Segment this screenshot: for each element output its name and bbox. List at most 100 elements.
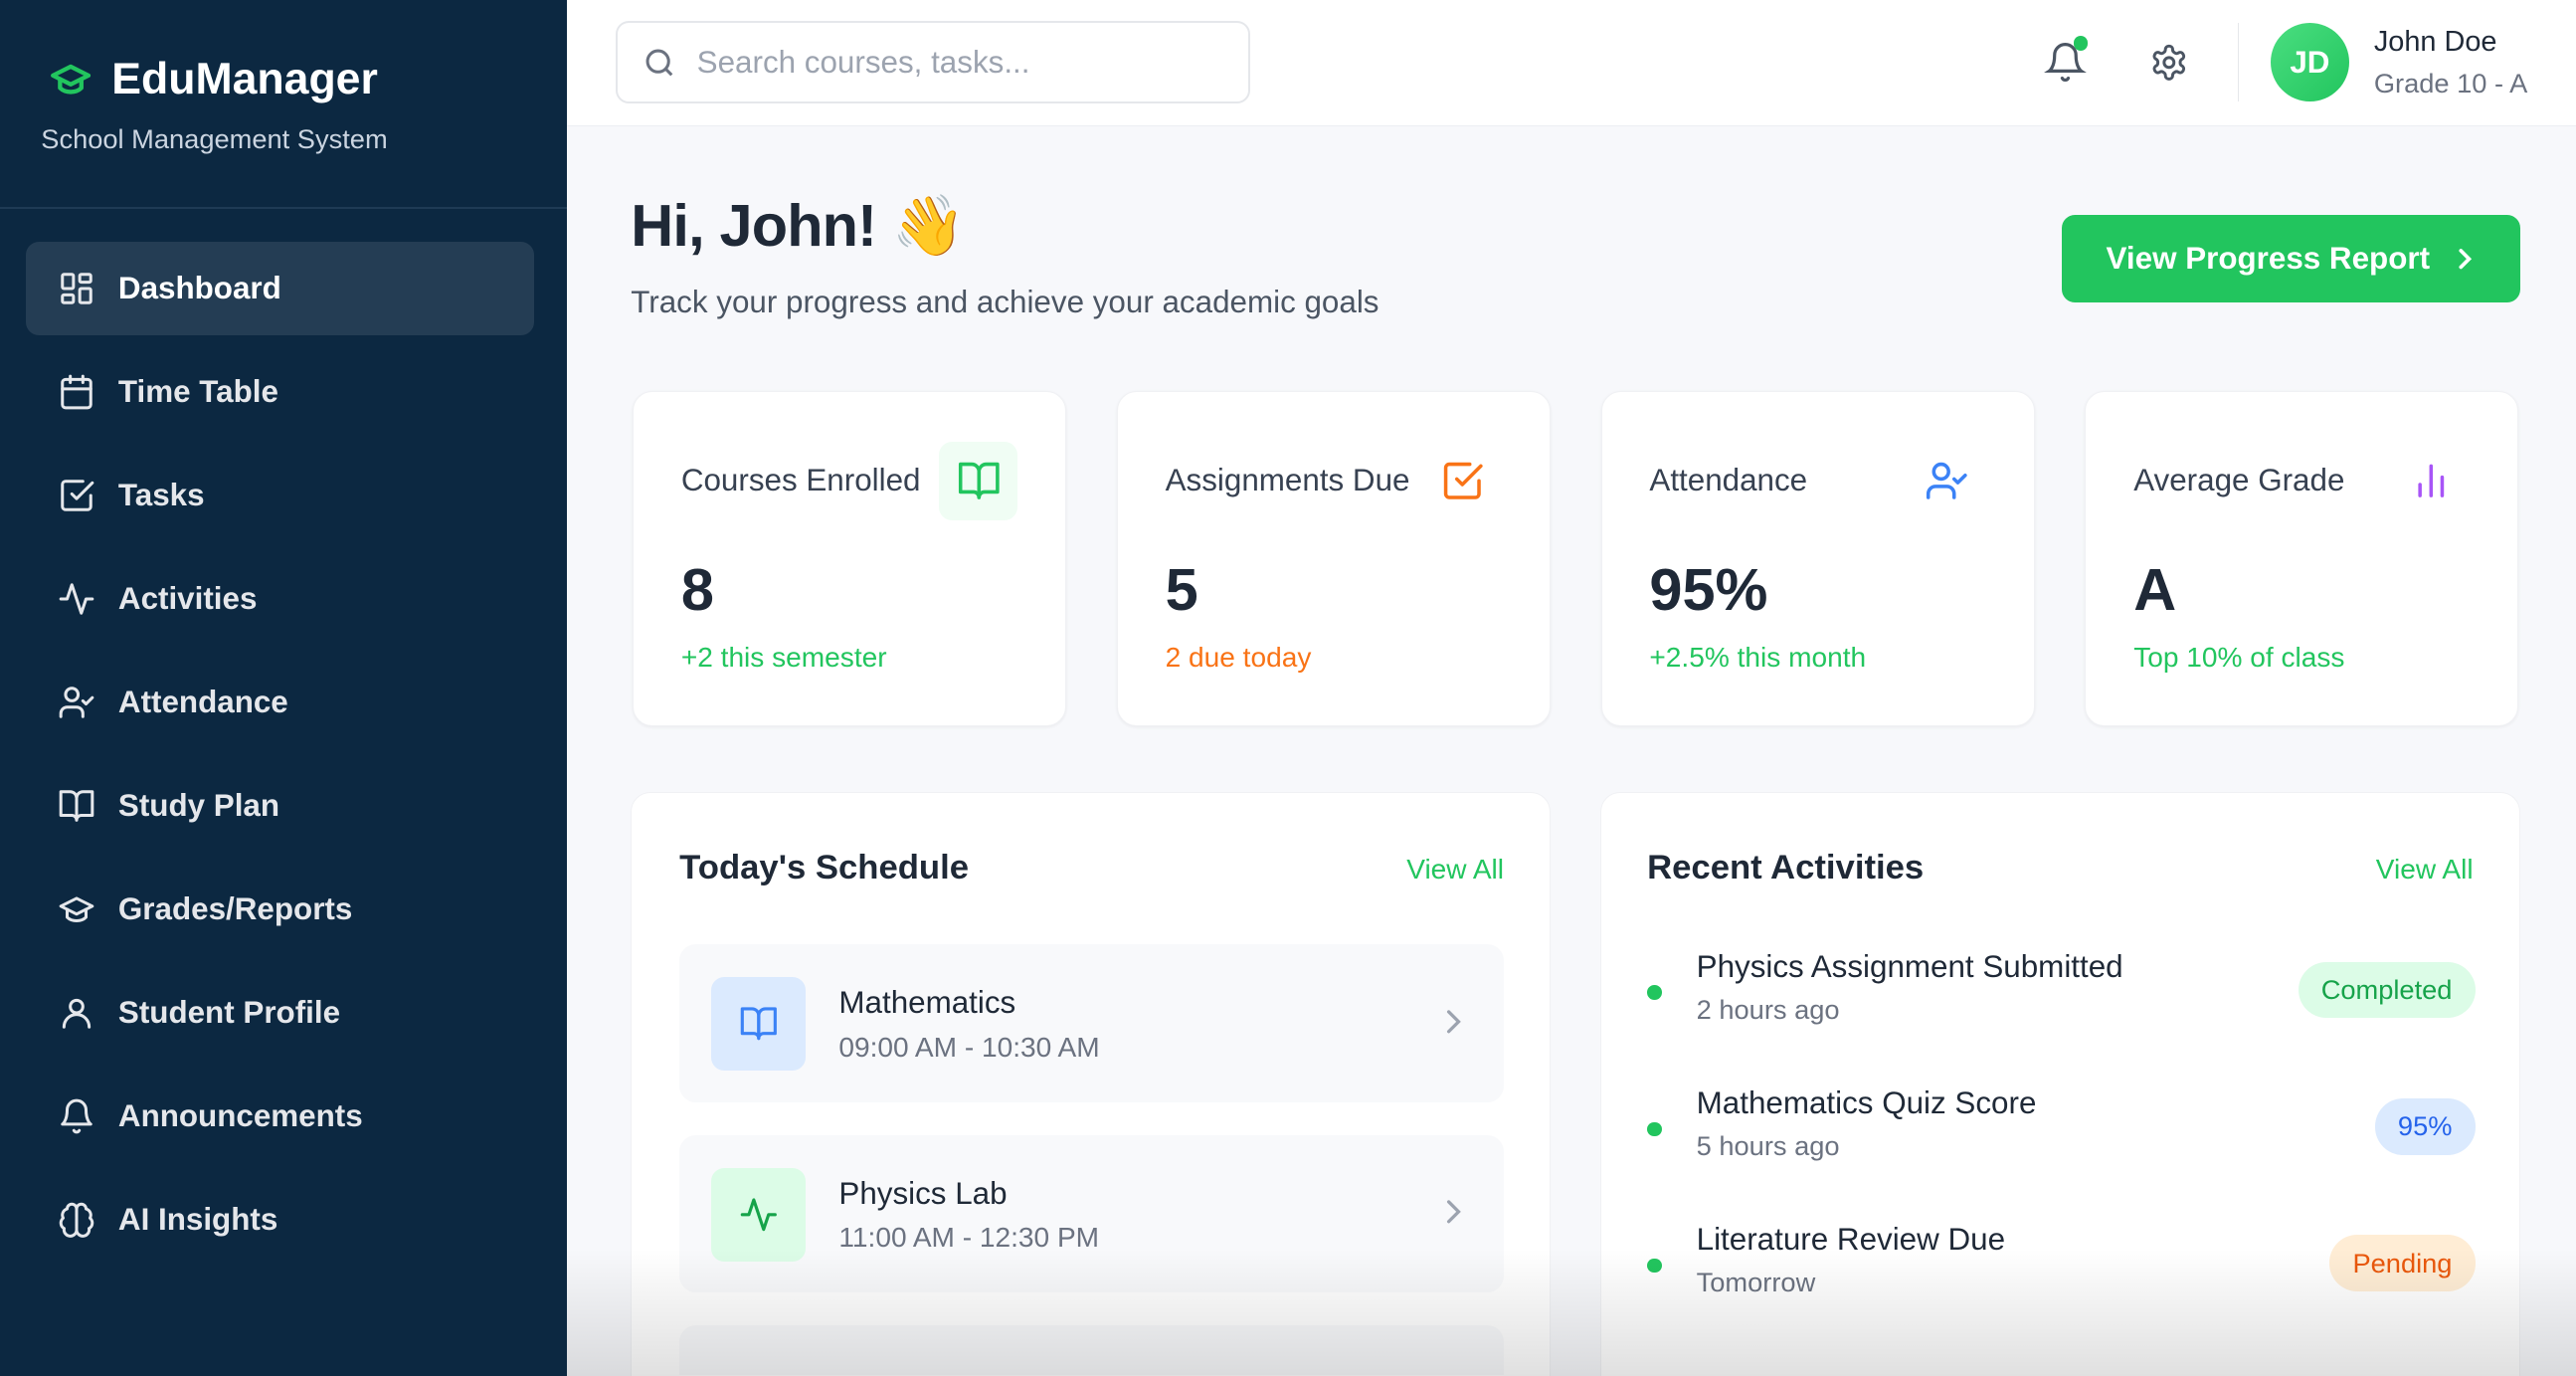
sidebar: EduManager School Management System Dash… — [0, 0, 567, 1376]
stat-icon — [939, 441, 1018, 520]
activity-item[interactable]: Physics Assignment Submitted 2 hours ago… — [1647, 949, 2476, 1048]
activity-time: 5 hours ago — [1696, 1129, 1840, 1161]
stat-card: Attendance 95% +2.5% this month — [1600, 391, 2035, 727]
recent-activities-panel: Recent Activities View All Physics Assig… — [1599, 792, 2520, 1376]
status-dot — [1647, 985, 1662, 1001]
sidebar-item-study-plan[interactable]: Study Plan — [26, 759, 533, 853]
page-subtitle: Track your progress and achieve your aca… — [631, 284, 1380, 319]
sidebar-item-label: Study Plan — [117, 788, 280, 824]
status-badge: Completed — [2298, 962, 2476, 1019]
chevron-right-icon — [1446, 1010, 1461, 1034]
chevron-right-icon — [1446, 1200, 1461, 1224]
stat-title: Average Grade — [2133, 463, 2345, 498]
check-square-icon — [61, 480, 94, 511]
sidebar-item-time-table[interactable]: Time Table — [26, 345, 533, 439]
activities-view-all-link[interactable]: View All — [2375, 854, 2474, 885]
schedule-panel: Today's Schedule View All Mathematics 09… — [631, 792, 1552, 1376]
check-square-icon — [1444, 462, 1483, 499]
book-open-icon — [59, 790, 94, 822]
sidebar-item-ai-insights[interactable]: AI Insights — [26, 1173, 533, 1267]
stat-subtext: Top 10% of class — [2133, 642, 2345, 674]
sidebar-item-student-profile[interactable]: Student Profile — [26, 966, 533, 1060]
sidebar-item-label: Attendance — [117, 685, 288, 720]
sidebar-item-label: Time Table — [117, 373, 278, 409]
schedule-view-all-link[interactable]: View All — [1406, 854, 1505, 885]
status-dot — [1647, 1121, 1662, 1137]
activity-title: Literature Review Due — [1696, 1222, 2006, 1258]
stat-value: A — [2133, 555, 2177, 623]
sidebar-item-grades-reports[interactable]: Grades/Reports — [26, 863, 533, 956]
chevron-right-icon — [2459, 249, 2473, 270]
topbar: Search courses, tasks... JD John Doe Gra… — [566, 0, 2576, 127]
sidebar-item-label: Activities — [117, 581, 258, 617]
status-badge: 95% — [2374, 1098, 2476, 1155]
cta-label: View Progress Report — [2106, 241, 2431, 277]
bar-chart-icon — [2418, 464, 2445, 497]
schedule-item-title: Physics Lab — [838, 1176, 1008, 1211]
search-icon — [645, 49, 672, 76]
schedule-item-icon — [710, 977, 807, 1072]
schedule-title: Today's Schedule — [679, 849, 970, 887]
sidebar-item-label: Dashboard — [117, 270, 281, 305]
sidebar-item-activities[interactable]: Activities — [26, 552, 533, 646]
notifications-button[interactable] — [2039, 36, 2092, 89]
schedule-item[interactable]: Physics Lab 11:00 AM - 12:30 PM — [679, 1134, 1505, 1293]
sidebar-item-tasks[interactable]: Tasks — [26, 449, 533, 542]
topbar-divider — [2237, 23, 2239, 102]
activity-time: Tomorrow — [1697, 1267, 1816, 1298]
search-placeholder: Search courses, tasks... — [696, 44, 1030, 80]
activity-item[interactable]: Mathematics Quiz Score 5 hours ago 95% — [1647, 1085, 2476, 1184]
calendar-icon — [61, 374, 92, 410]
status-dot — [1647, 1258, 1662, 1274]
sidebar-item-dashboard[interactable]: Dashboard — [26, 241, 534, 335]
schedule-item-time: 11:00 AM - 12:30 PM — [838, 1222, 1100, 1254]
stat-title: Assignments Due — [1165, 463, 1410, 498]
view-progress-report-button[interactable]: View Progress Report — [2062, 215, 2520, 302]
user-grade: Grade 10 - A — [2373, 67, 2528, 98]
stat-card: Assignments Due 5 2 due today — [1116, 391, 1551, 727]
settings-button[interactable] — [2142, 36, 2195, 89]
user-icon — [62, 999, 91, 1030]
stat-card: Courses Enrolled 8 +2 this semester — [632, 391, 1066, 727]
stat-title: Attendance — [1649, 463, 1808, 498]
bell-icon — [61, 1099, 92, 1134]
activity-title: Physics Assignment Submitted — [1696, 949, 2123, 985]
book-open-icon — [740, 1007, 777, 1041]
stat-icon — [2392, 442, 2471, 520]
stat-value: 95% — [1649, 555, 1768, 623]
gear-icon — [2152, 44, 2185, 81]
stat-value: 8 — [680, 555, 714, 623]
activity-title: Mathematics Quiz Score — [1696, 1085, 2037, 1121]
sidebar-item-label: Tasks — [117, 478, 205, 512]
stat-card: Average Grade A Top 10% of class — [2085, 391, 2519, 727]
avatar[interactable]: JD — [2270, 23, 2350, 102]
brand-name: EduManager — [111, 54, 378, 103]
sidebar-item-label: Grades/Reports — [117, 891, 353, 927]
layout-grid-icon — [61, 273, 92, 304]
activity-icon — [59, 583, 94, 615]
page-title: Hi, John! 👋 — [631, 191, 966, 259]
schedule-item-title: Mathematics — [838, 985, 1016, 1021]
user-name: John Doe — [2373, 26, 2497, 59]
sidebar-item-label: Student Profile — [117, 995, 341, 1031]
activities-title: Recent Activities — [1647, 849, 1925, 887]
brand-subtitle: School Management System — [41, 122, 388, 154]
sidebar-divider — [0, 207, 567, 209]
graduation-cap-icon — [59, 896, 94, 923]
user-check-icon — [1927, 462, 1967, 499]
sidebar-item-attendance[interactable]: Attendance — [26, 656, 533, 749]
stat-value: 5 — [1165, 555, 1198, 623]
schedule-item-time: 09:00 AM - 10:30 AM — [838, 1031, 1100, 1063]
activity-item[interactable]: Literature Review Due Tomorrow Pending — [1647, 1222, 2476, 1320]
schedule-item[interactable]: Mathematics 09:00 AM - 10:30 AM — [679, 944, 1505, 1102]
stat-subtext: 2 due today — [1165, 642, 1312, 674]
logo[interactable]: EduManager — [43, 55, 378, 104]
stat-subtext: +2 this semester — [680, 642, 887, 674]
search-input[interactable]: Search courses, tasks... — [616, 21, 1250, 104]
notification-dot — [2073, 36, 2089, 52]
schedule-item[interactable] — [679, 1325, 1505, 1375]
book-open-icon — [958, 462, 1000, 499]
activity-time: 2 hours ago — [1696, 993, 1840, 1025]
sidebar-item-announcements[interactable]: Announcements — [26, 1070, 533, 1163]
